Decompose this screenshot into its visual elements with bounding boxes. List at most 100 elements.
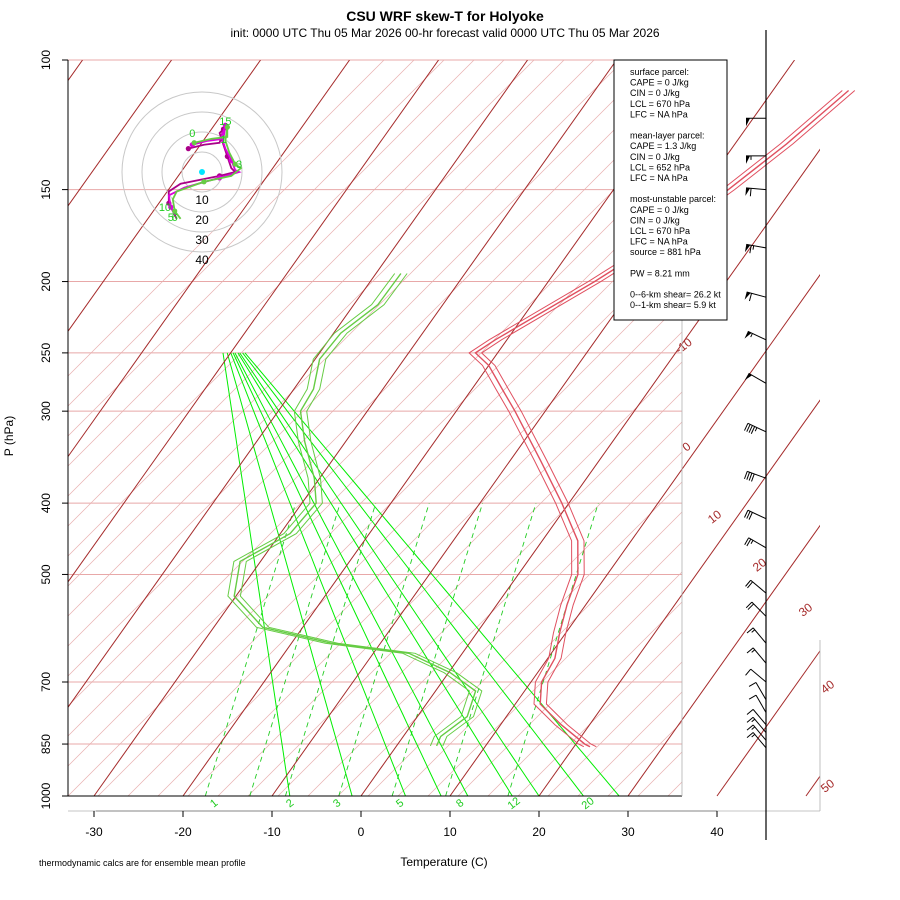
barb-pennant xyxy=(746,155,750,164)
barb-flag xyxy=(745,668,752,676)
hodograph-point-label: 1 xyxy=(220,134,226,146)
info-box-line: mean-layer parcel: xyxy=(630,131,705,141)
isotherm-label: 30 xyxy=(796,600,815,619)
moist-adiabat xyxy=(222,352,291,796)
y-tick-label: 150 xyxy=(39,179,53,199)
barb-shaft xyxy=(752,647,767,664)
barb-pennant xyxy=(744,292,751,300)
wind-barb xyxy=(746,708,767,726)
x-tick-label: 30 xyxy=(621,825,635,839)
isotherm-line xyxy=(538,399,820,797)
barb-half-flag xyxy=(751,649,756,653)
isotherm-label: 40 xyxy=(818,677,837,696)
isotherm-line xyxy=(449,274,820,797)
barb-half-flag xyxy=(751,734,756,738)
isotherm-line xyxy=(68,60,350,458)
x-tick-label: 20 xyxy=(532,825,546,839)
mixing-ratio-lines xyxy=(204,502,599,796)
dry-adiabat-dashed xyxy=(307,421,682,796)
dry-adiabat-dashed xyxy=(217,331,682,796)
mixing-ratio-label: 5 xyxy=(394,797,406,810)
barb-flag xyxy=(744,537,750,545)
dry-adiabat-dashed xyxy=(848,60,900,796)
barb-flag xyxy=(744,423,749,431)
dry-adiabat-dashed xyxy=(457,571,682,796)
dry-adiabat-dashed xyxy=(68,60,595,587)
dry-adiabat-dashed xyxy=(337,451,682,796)
info-box-line: CAPE = 0 J/kg xyxy=(630,205,689,215)
x-tick-label: -10 xyxy=(263,825,281,839)
dry-adiabat-dashed xyxy=(68,60,535,527)
info-box-line: CIN = 0 J/kg xyxy=(630,88,680,98)
isotherm-line xyxy=(68,60,261,333)
y-tick-label: 850 xyxy=(39,734,53,754)
barb-flag xyxy=(748,694,757,700)
dry-adiabat-dashed xyxy=(157,271,682,796)
hodograph-point-label: 5 xyxy=(168,212,174,224)
isotherm-line xyxy=(627,524,820,797)
dry-adiabat-dashed xyxy=(277,391,682,796)
dewpoint-profile xyxy=(227,273,470,747)
barb-flag xyxy=(751,473,755,482)
isotherm-label: 10 xyxy=(705,507,724,526)
barb-flag xyxy=(746,627,754,634)
x-tick-label: -20 xyxy=(174,825,192,839)
mixing-ratio-label: 2 xyxy=(284,797,296,810)
barb-shaft xyxy=(748,372,767,384)
info-box-line: LFC = NA hPa xyxy=(630,173,688,183)
hodograph-ring-label: 30 xyxy=(195,233,209,247)
barb-shaft xyxy=(746,187,767,191)
isotherm-line xyxy=(360,148,820,797)
dry-adiabat-dashed xyxy=(367,481,682,796)
barb-shaft xyxy=(750,579,767,594)
isotherm-line xyxy=(68,60,172,207)
barb-half-flag xyxy=(752,245,755,250)
isotherm-line xyxy=(895,60,900,796)
wind-barb xyxy=(744,372,767,384)
info-box-line: most-unstable parcel: xyxy=(630,194,716,204)
info-box-line: surface parcel: xyxy=(630,67,689,77)
barb-shaft xyxy=(747,509,767,520)
info-box-line: LCL = 670 hPa xyxy=(630,226,690,236)
dewpoint-profile xyxy=(239,273,483,747)
barb-flag xyxy=(749,188,752,197)
barb-flag xyxy=(748,512,753,520)
dry-adiabat-dashed xyxy=(68,61,682,677)
barb-half-flag xyxy=(754,427,758,432)
x-axis-label: Temperature (C) xyxy=(400,855,487,869)
x-tick-label: -30 xyxy=(85,825,103,839)
barb-flag xyxy=(748,472,753,481)
barb-flag xyxy=(748,425,753,433)
barb-shaft xyxy=(755,682,767,701)
footnote: thermodynamic calcs are for ensemble mea… xyxy=(39,858,246,868)
wind-barb xyxy=(745,668,767,683)
x-tick-label: 10 xyxy=(443,825,457,839)
isotherm-line xyxy=(68,60,439,583)
y-tick-label: 250 xyxy=(39,343,53,363)
y-tick-label: 500 xyxy=(39,564,53,584)
barb-flag xyxy=(745,579,752,587)
hodograph-point-label: 10 xyxy=(159,202,171,214)
barb-flag xyxy=(746,724,754,731)
barb-flag xyxy=(749,245,752,254)
wind-barb xyxy=(745,601,767,617)
hodograph-ring-label: 20 xyxy=(195,213,209,227)
mixing-ratio-line xyxy=(507,502,599,796)
info-box-line: 0--1-km shear= 5.9 kt xyxy=(630,300,716,310)
dry-adiabat-dashed xyxy=(127,241,682,796)
barb-flag xyxy=(747,603,754,610)
wind-barb xyxy=(746,647,767,664)
barb-half-flag xyxy=(751,718,756,723)
barb-flag xyxy=(745,601,753,609)
chart-subtitle: init: 0000 UTC Thu 05 Mar 2026 00-hr for… xyxy=(230,26,659,40)
barb-half-flag xyxy=(750,333,753,338)
barb-flag xyxy=(747,581,753,589)
barb-shaft xyxy=(752,732,767,749)
isotherm-label: 50 xyxy=(818,776,837,795)
dry-adiabat-dashed xyxy=(517,631,682,796)
barb-pennant xyxy=(746,118,750,127)
dry-adiabat-dashed xyxy=(878,60,900,796)
hodograph-point xyxy=(168,204,174,210)
